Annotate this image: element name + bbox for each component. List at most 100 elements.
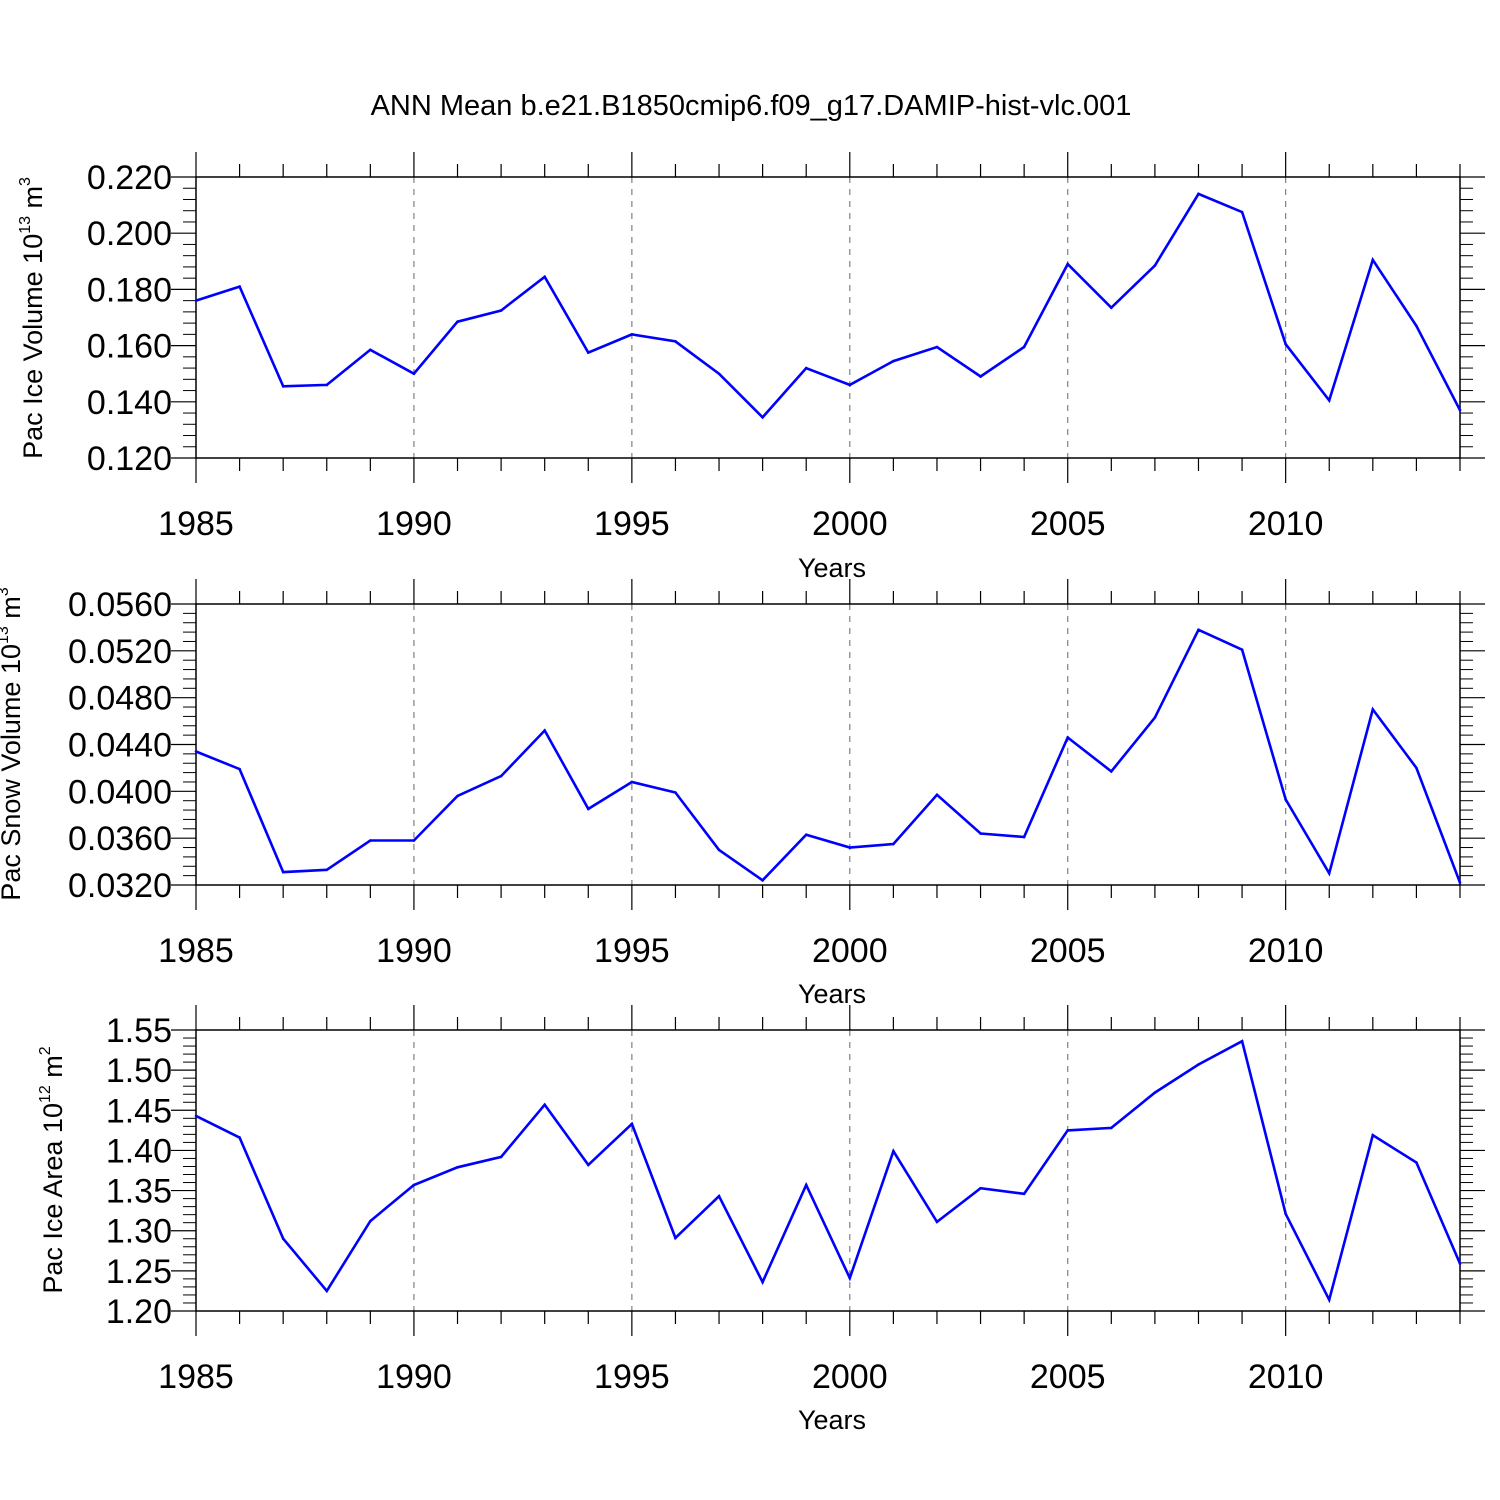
data-point	[1415, 766, 1418, 770]
y-axis-label-exp: 13	[17, 216, 34, 234]
y-tick-label: 1.50	[106, 1052, 172, 1090]
chart-panel-1: 0.120 0.140 0.160 0.180 0.200 0.220 1985 1990 19…	[17, 152, 1485, 583]
y-axis-label-unit-exp: 3	[0, 587, 12, 596]
y-axis-label-main: Pac Snow Volume 10	[0, 644, 26, 901]
x-axis-label: Years	[798, 553, 866, 583]
data-point	[1110, 306, 1113, 309]
y-tick-label: 1.35	[106, 1173, 172, 1211]
x-tick-label: 1985	[158, 932, 234, 970]
data-point	[1022, 1192, 1026, 1196]
data-point	[979, 832, 982, 835]
data-point	[456, 794, 459, 798]
y-tick-label: 0.200	[87, 215, 172, 253]
data-point	[630, 333, 634, 336]
x-tick-label: 2000	[812, 932, 888, 970]
x-tick-label: 1990	[376, 505, 452, 543]
x-tick-label: 2010	[1248, 505, 1324, 543]
y-axis-label-main: Pac Ice Volume 10	[18, 234, 48, 459]
data-point	[1327, 399, 1331, 402]
y-tick-label: 0.0480	[68, 680, 172, 718]
y-tick-label: 1.40	[106, 1132, 172, 1170]
data-point	[499, 309, 503, 312]
data-point	[1415, 1161, 1418, 1164]
data-point	[281, 385, 285, 388]
data-point	[586, 807, 590, 811]
data-point	[238, 1136, 241, 1139]
data-point	[1284, 342, 1287, 346]
y-tick-label: 0.120	[87, 440, 172, 478]
data-point	[325, 868, 329, 872]
x-tick-label: 1985	[158, 505, 234, 543]
data-series-line	[195, 192, 1462, 420]
chart-panel-3: 1.201.251.301.351.401.451.501.55 1985 1990…	[37, 1005, 1485, 1435]
x-tick-label: 1995	[594, 1358, 670, 1396]
y-tick-label: 0.0440	[68, 727, 172, 765]
data-point	[717, 372, 721, 376]
data-point	[804, 833, 808, 836]
plot-frame	[195, 176, 1461, 459]
data-point	[1153, 1091, 1157, 1094]
data-point	[935, 345, 939, 349]
y-axis-label-unit: m	[18, 186, 48, 216]
y-tick-label: 0.0400	[68, 773, 172, 811]
data-point	[1240, 648, 1244, 651]
x-tick-label: 2000	[812, 505, 888, 543]
data-point	[979, 1186, 982, 1190]
data-point	[717, 848, 721, 852]
data-point	[848, 1276, 852, 1280]
y-tick-label: 1.30	[106, 1213, 172, 1251]
data-point	[456, 1165, 459, 1169]
data-point	[586, 1163, 590, 1167]
data-series-line	[195, 1039, 1462, 1304]
data-point	[1327, 871, 1331, 875]
data-point	[892, 1149, 895, 1153]
data-point	[761, 415, 764, 419]
y-tick-label: 0.180	[87, 271, 172, 309]
y-axis-label-main: Pac Ice Area 10	[38, 1103, 68, 1294]
y-axis-label-unit: m	[38, 1055, 68, 1085]
data-series-line	[195, 628, 1462, 884]
data-point	[238, 285, 241, 288]
x-tick-label: 2005	[1030, 932, 1106, 970]
y-tick-label: 0.0320	[68, 867, 172, 905]
data-point	[499, 1155, 503, 1159]
data-point	[674, 791, 677, 794]
data-point	[369, 348, 372, 352]
y-tick-label: 0.160	[87, 328, 172, 366]
y-tick-label: 0.140	[87, 384, 172, 422]
y-tick-label: 1.20	[106, 1293, 172, 1331]
data-point	[1458, 881, 1462, 884]
y-axis-label-unit-exp: 3	[17, 177, 34, 186]
y-axis-label-exp: 13	[0, 626, 12, 644]
data-point	[761, 879, 764, 882]
data-point	[194, 750, 198, 753]
data-point	[979, 375, 982, 378]
data-point	[412, 372, 416, 376]
data-point	[456, 320, 459, 324]
x-tick-label: 2010	[1248, 1358, 1324, 1396]
x-axis-label: Years	[798, 979, 866, 1009]
y-tick-label: 1.25	[106, 1253, 172, 1291]
x-tick-label: 1985	[158, 1358, 234, 1396]
data-point	[499, 774, 503, 778]
data-point	[194, 299, 198, 302]
x-tick-label: 1995	[594, 505, 670, 543]
y-tick-label: 0.220	[87, 159, 172, 197]
data-point	[1197, 1063, 1200, 1066]
data-point	[1066, 1129, 1070, 1132]
data-point	[543, 1103, 546, 1106]
data-point	[1240, 1039, 1244, 1043]
data-point	[543, 275, 546, 279]
data-point	[1371, 258, 1375, 262]
data-point	[1153, 716, 1157, 719]
data-point	[630, 780, 634, 784]
x-tick-label: 2005	[1030, 505, 1106, 543]
data-point	[586, 351, 590, 354]
data-point	[1371, 1133, 1375, 1137]
y-tick-label: 0.0560	[68, 586, 172, 624]
x-axis-label: Years	[798, 1405, 866, 1435]
data-point	[1458, 408, 1462, 412]
data-point	[325, 383, 329, 387]
data-point	[1066, 262, 1070, 266]
